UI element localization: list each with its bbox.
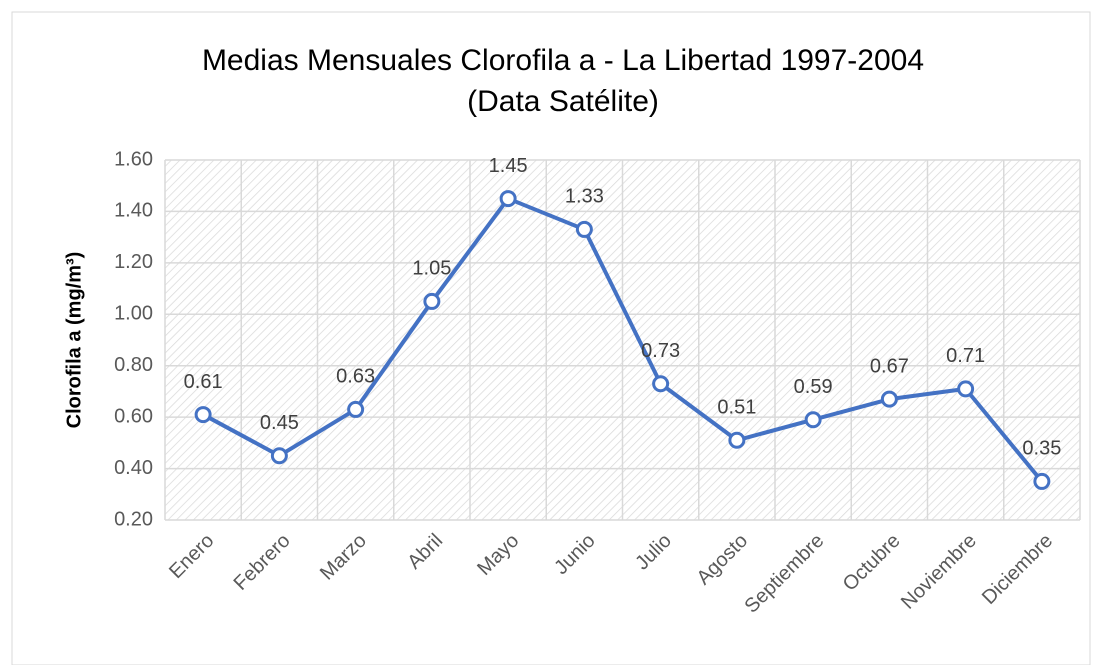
marker	[1033, 472, 1051, 490]
marker	[804, 411, 822, 429]
marker	[652, 375, 670, 393]
y-tick-label: 0.60	[114, 405, 153, 427]
data-label: 0.45	[260, 412, 299, 434]
y-tick-label: 1.20	[114, 251, 153, 273]
data-label: 0.63	[336, 366, 375, 388]
marker	[728, 431, 746, 449]
marker	[499, 190, 517, 208]
data-label: 0.59	[794, 376, 833, 398]
data-label: 0.51	[717, 397, 756, 419]
chart-subtitle: (Data Satélite)	[467, 85, 659, 118]
data-label: 0.71	[946, 345, 985, 367]
y-tick-label: 0.20	[114, 508, 153, 530]
data-label: 1.45	[489, 155, 528, 177]
y-tick-label: 0.40	[114, 457, 153, 479]
marker	[194, 406, 212, 424]
marker	[347, 400, 365, 418]
data-label: 0.73	[641, 340, 680, 362]
y-tick-label: 1.60	[114, 148, 153, 170]
marker	[575, 220, 593, 238]
marker	[957, 380, 975, 398]
data-label: 0.35	[1022, 438, 1061, 460]
data-label: 1.05	[412, 258, 451, 280]
chart-title: Medias Mensuales Clorofila a - La Libert…	[202, 44, 924, 77]
marker	[423, 292, 441, 310]
y-tick-label: 1.00	[114, 303, 153, 325]
y-tick-label: 0.80	[114, 354, 153, 376]
marker	[270, 447, 288, 465]
marker	[880, 390, 898, 408]
line	[202, 196, 1044, 483]
y-tick-label: 1.40	[114, 200, 153, 222]
y-axis-label: Clorofila a (mg/m³)	[63, 252, 85, 429]
data-label: 1.33	[565, 186, 604, 208]
data-label: 0.61	[184, 371, 223, 393]
data-label: 0.67	[870, 355, 909, 377]
